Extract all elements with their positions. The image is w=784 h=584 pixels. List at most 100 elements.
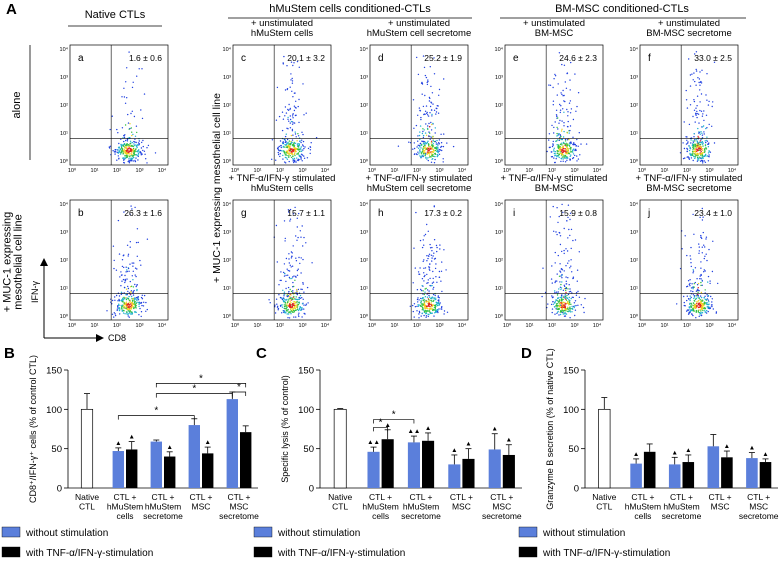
event-dot (420, 116, 422, 119)
event-dot (283, 151, 286, 153)
event-dot (417, 271, 420, 273)
event-dot (690, 290, 692, 292)
event-dot (276, 306, 279, 308)
x-tick-label: 10² (276, 323, 284, 329)
event-dot (428, 302, 430, 304)
event-dot (572, 276, 575, 278)
event-dot (564, 140, 567, 142)
event-dot (121, 149, 124, 151)
event-dot (427, 157, 429, 159)
event-dot (443, 310, 446, 312)
event-dot (434, 267, 437, 270)
event-dot (689, 285, 691, 287)
event-dot (554, 262, 556, 264)
event-dot (576, 160, 578, 162)
event-dot (566, 220, 568, 222)
bar (746, 458, 758, 488)
event-dot (551, 282, 553, 284)
panel-subtitle: + TNF-α/IFN-γ stimulated hMuStem cells (229, 173, 336, 194)
event-dot (702, 148, 704, 150)
event-dot (120, 304, 122, 307)
event-dot (426, 289, 429, 291)
panel-letter: a (78, 53, 84, 64)
event-dot (122, 153, 124, 155)
event-dot (439, 149, 442, 151)
panel-letter: f (648, 53, 651, 64)
bar (643, 451, 656, 488)
x-tick-label: 10³ (436, 323, 444, 329)
bar (80, 408, 94, 489)
event-dot (691, 283, 693, 285)
event-dot (697, 113, 700, 115)
event-dot (570, 265, 572, 267)
event-dot (296, 217, 298, 219)
event-dot (566, 250, 569, 252)
x-tick-label: 10² (276, 168, 284, 174)
event-dot (436, 310, 439, 313)
event-dot (576, 269, 579, 271)
event-dot (123, 148, 126, 150)
event-dot (305, 242, 307, 244)
event-dot (129, 145, 131, 147)
event-dot (696, 150, 698, 152)
y-tick-label: 150 (298, 366, 314, 377)
event-dot (554, 313, 556, 315)
event-dot (413, 316, 415, 318)
event-dot (689, 85, 692, 87)
event-dot (580, 143, 582, 145)
event-dot (305, 112, 307, 114)
event-dot (429, 312, 432, 315)
event-dot (693, 155, 695, 158)
event-dot (682, 157, 685, 160)
event-dot (429, 269, 431, 271)
bar (682, 462, 695, 488)
event-dot (300, 141, 302, 144)
event-dot (112, 150, 114, 152)
event-dot (701, 157, 703, 160)
event-dot (418, 273, 421, 275)
event-dot (128, 51, 130, 53)
event-dot (426, 223, 428, 226)
event-dot (555, 231, 557, 233)
event-dot (131, 131, 133, 133)
event-dot (554, 155, 556, 157)
event-dot (126, 270, 128, 273)
event-dot (561, 308, 563, 310)
event-dot (422, 130, 424, 133)
event-dot (428, 146, 430, 148)
event-dot (118, 142, 120, 145)
event-dot (560, 135, 562, 138)
event-dot (443, 78, 445, 80)
event-dot (703, 131, 705, 133)
event-dot (296, 60, 299, 63)
event-dot (281, 312, 283, 314)
event-dot (437, 143, 439, 145)
y-axis-label: Specific lysis (% of control) (280, 375, 290, 483)
event-dot (713, 142, 716, 144)
event-dot (567, 293, 570, 296)
event-dot (557, 308, 559, 310)
event-dot (688, 283, 690, 286)
event-dot (558, 122, 560, 124)
event-dot (118, 307, 120, 310)
event-dot (285, 311, 287, 314)
event-dot (420, 303, 423, 305)
event-dot (138, 314, 140, 316)
event-dot (561, 303, 563, 305)
event-dot (693, 157, 696, 159)
event-dot (576, 155, 578, 157)
event-dot (413, 147, 416, 150)
event-dot (282, 300, 285, 302)
event-dot (430, 142, 433, 144)
event-dot (121, 150, 123, 152)
y-tick-label: 10⁴ (495, 201, 504, 208)
event-dot (288, 290, 290, 293)
event-dot (561, 311, 563, 314)
event-dot (302, 282, 304, 284)
event-dot (126, 67, 128, 69)
event-dot (416, 56, 418, 59)
event-dot (688, 58, 690, 60)
event-dot (551, 296, 554, 299)
event-dot (300, 153, 303, 155)
event-dot (117, 147, 120, 149)
